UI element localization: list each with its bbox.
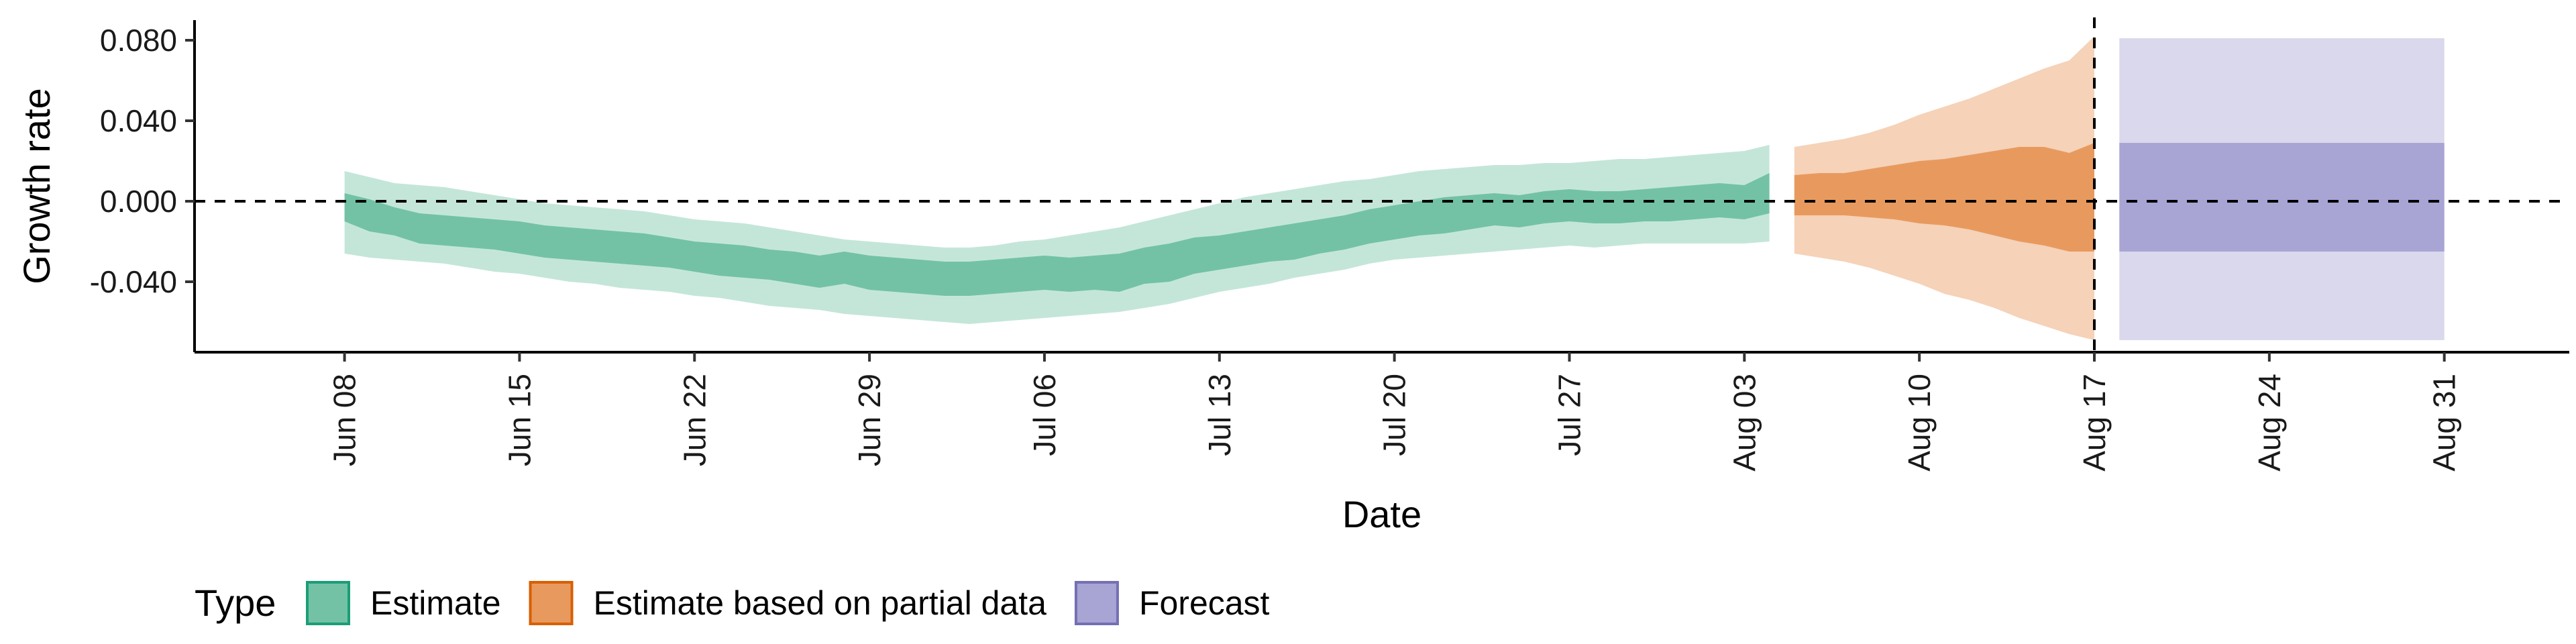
- legend-swatch-forecast: [1074, 581, 1119, 625]
- x-tick-label: Jul 06: [1027, 374, 1062, 456]
- x-tick-label: Jul 13: [1202, 374, 1237, 456]
- uncertainty-bands: [344, 36, 2445, 340]
- estimate-50-band: [344, 173, 1770, 296]
- legend-swatch-estimate: [306, 581, 350, 625]
- y-ticks: 0.080 0.040 0.000 -0.040: [90, 23, 195, 299]
- x-tick-label: Jun 15: [502, 374, 537, 466]
- estimate-based-on-partial-data-50-band: [1794, 143, 2094, 252]
- x-axis-title: Date: [1342, 493, 1421, 535]
- x-ticks: Jun 08 Jun 15 Jun 22 Jun 29 Jul 06 Jul 13 Jul …: [327, 352, 2462, 472]
- x-tick-label: Jul 27: [1552, 374, 1587, 456]
- x-tick-label: Aug 17: [2077, 374, 2112, 472]
- x-tick-label: Aug 03: [1727, 374, 1762, 472]
- y-tick-label: 0.000: [100, 184, 177, 219]
- reference-lines: [195, 17, 2569, 352]
- legend-swatch-estimate-based-on-partial-data: [529, 581, 574, 625]
- y-tick-label: 0.040: [100, 103, 177, 138]
- legend-title: Type: [195, 582, 276, 624]
- axes: [193, 20, 2569, 354]
- legend: Type Estimate Estimate based on partial d…: [195, 581, 1270, 625]
- x-tick-label: Aug 31: [2427, 374, 2462, 472]
- legend-label-estimate: Estimate: [370, 584, 501, 622]
- x-tick-label: Jun 29: [852, 374, 887, 466]
- x-tick-label: Aug 10: [1902, 374, 1937, 472]
- x-tick-label: Jul 20: [1377, 374, 1412, 456]
- legend-label-forecast: Forecast: [1139, 584, 1270, 622]
- y-tick-label: -0.040: [90, 264, 177, 299]
- x-tick-label: Jun 08: [327, 374, 362, 466]
- y-tick-label: 0.080: [100, 23, 177, 58]
- forecast-50-band: [2119, 143, 2445, 252]
- estimate-90-band: [344, 145, 1770, 324]
- x-tick-label: Jun 22: [677, 374, 712, 466]
- y-axis-title: Growth rate: [15, 88, 58, 284]
- legend-label-estimate-based-on-partial-data: Estimate based on partial data: [594, 584, 1047, 622]
- x-tick-label: Aug 24: [2252, 374, 2287, 472]
